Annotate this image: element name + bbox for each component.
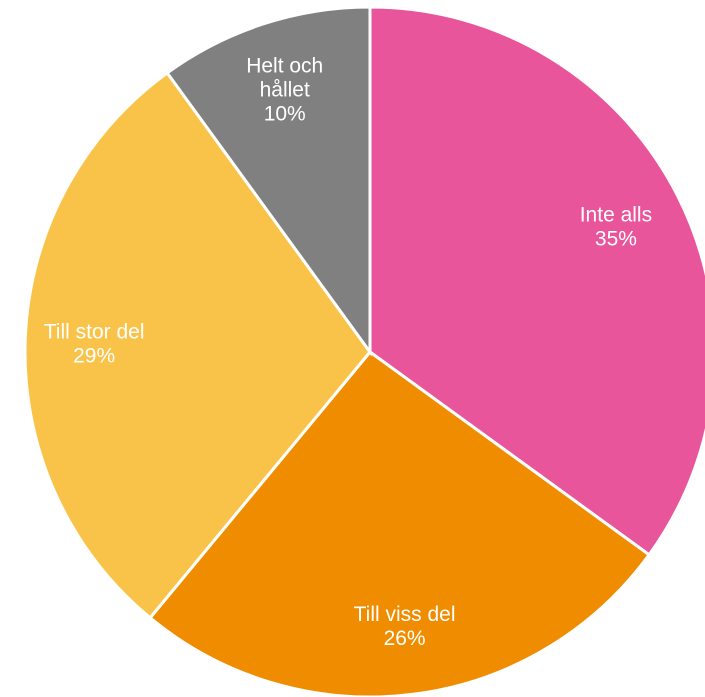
slice-label-line: Till viss del — [354, 603, 456, 626]
slice-label-line: hållet — [260, 79, 310, 102]
pie-slice — [23, 70, 372, 620]
pie-slice — [147, 349, 652, 697]
slice-label: Inte alls — [580, 204, 652, 227]
value-label: 35% — [595, 228, 637, 251]
slice-label: Till stor del — [44, 320, 145, 343]
value-label: 26% — [384, 627, 426, 650]
slice-label: Till viss del — [354, 603, 456, 626]
value-label: 10% — [264, 103, 306, 126]
slice-label-line: Till stor del — [44, 320, 145, 343]
pie-slice — [165, 5, 372, 357]
slice-label-line: Helt och — [246, 55, 323, 78]
slice-label-line: Inte alls — [580, 204, 652, 227]
value-label: 29% — [73, 344, 115, 367]
pie-slice — [368, 5, 705, 557]
slice-label: Helt och hållet — [246, 55, 323, 102]
